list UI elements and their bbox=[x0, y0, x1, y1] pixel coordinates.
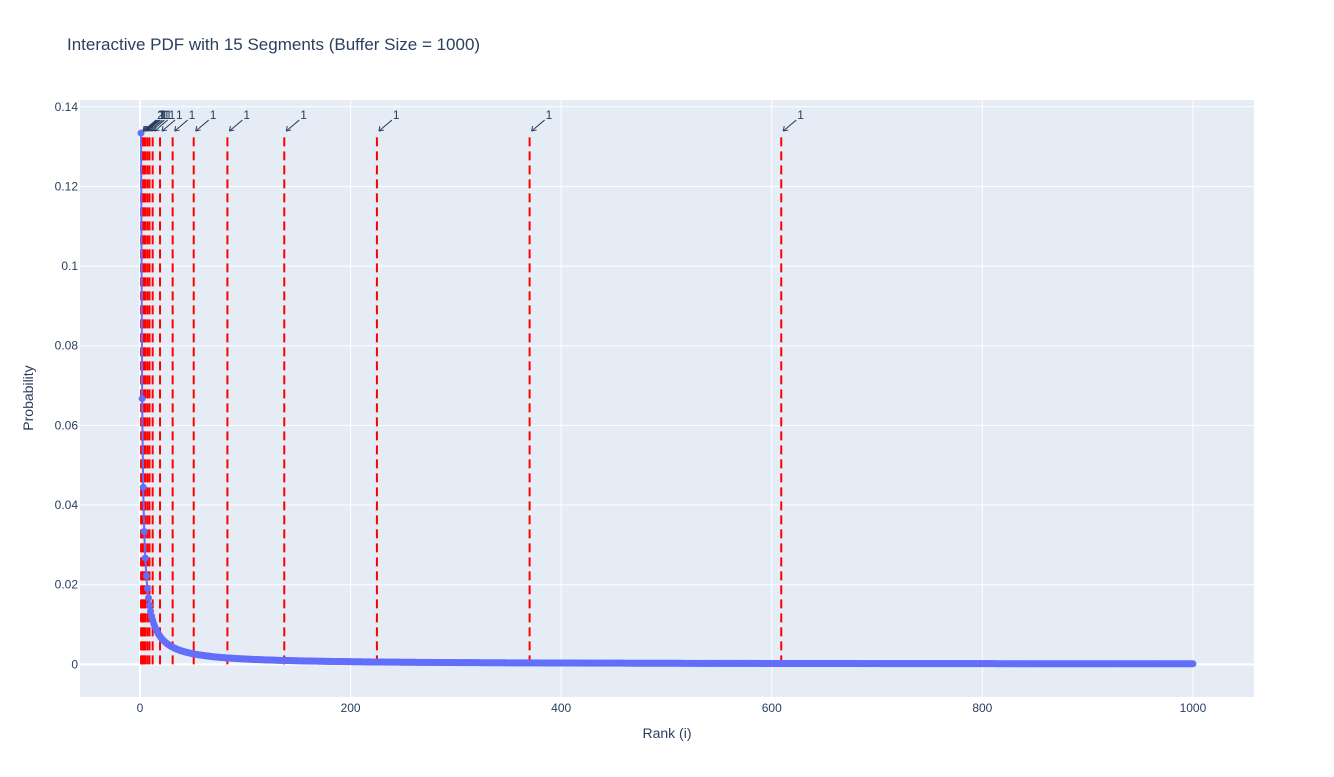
annotation-label: 1 bbox=[210, 108, 217, 122]
y-tick-label: 0.02 bbox=[55, 578, 79, 592]
y-tick-label: 0.14 bbox=[55, 100, 79, 114]
annotation-arrow bbox=[531, 119, 545, 132]
annotation-arrow bbox=[229, 119, 243, 132]
annotation-arrowhead bbox=[531, 125, 537, 132]
x-axis-ticks: 0 200 400 600 800 1000 bbox=[137, 701, 1207, 715]
data-point[interactable] bbox=[138, 395, 146, 403]
annotation-label: 1 bbox=[160, 108, 167, 122]
x-tick-label: 200 bbox=[341, 701, 361, 715]
data-point[interactable] bbox=[1189, 660, 1197, 668]
plot-area[interactable] bbox=[80, 100, 1254, 697]
annotation-label: 1 bbox=[300, 108, 307, 122]
x-tick-label: 600 bbox=[762, 701, 782, 715]
data-point[interactable] bbox=[145, 601, 153, 609]
data-point[interactable] bbox=[143, 584, 151, 592]
annotation-label: 1 bbox=[158, 108, 165, 122]
data-point[interactable] bbox=[144, 594, 152, 602]
x-tick-label: 400 bbox=[551, 701, 571, 715]
annotation-label: 1 bbox=[243, 108, 250, 122]
y-tick-label: 0.08 bbox=[55, 339, 79, 353]
annotation-arrow bbox=[285, 119, 300, 132]
annotation-arrow bbox=[161, 119, 176, 132]
y-tick-label: 0.1 bbox=[61, 259, 78, 273]
annotation-arrow bbox=[782, 119, 797, 132]
annotation-arrow bbox=[195, 119, 210, 132]
annotation-arrow bbox=[174, 119, 188, 132]
data-point[interactable] bbox=[142, 572, 150, 580]
y-axis-ticks: 0 0.02 0.04 0.06 0.08 0.1 0.12 0.14 bbox=[55, 100, 79, 672]
annotation-label: 1 bbox=[176, 108, 183, 122]
annotation-label: 1 bbox=[163, 108, 170, 122]
data-point[interactable] bbox=[140, 528, 148, 536]
annotation-arrowhead bbox=[285, 125, 292, 132]
annotation-arrow bbox=[154, 119, 168, 132]
annotation-label: 1 bbox=[159, 108, 166, 122]
annotation-arrow bbox=[145, 119, 160, 132]
grid-layer bbox=[80, 100, 1254, 697]
annotation-arrow bbox=[378, 119, 393, 132]
chart-title: Interactive PDF with 15 Segments (Buffer… bbox=[67, 35, 480, 54]
data-point[interactable] bbox=[139, 483, 147, 491]
annotation-arrowhead bbox=[782, 125, 789, 132]
y-tick-label: 0.12 bbox=[55, 179, 79, 193]
annotation-arrowhead bbox=[228, 125, 235, 132]
x-tick-label: 1000 bbox=[1180, 701, 1207, 715]
x-tick-label: 800 bbox=[972, 701, 992, 715]
x-tick-label: 0 bbox=[137, 701, 144, 715]
annotation-arrowhead bbox=[195, 125, 201, 132]
annotation-label: 1 bbox=[161, 108, 168, 122]
x-axis-title: Rank (i) bbox=[642, 725, 691, 741]
annotation-arrowhead bbox=[378, 125, 385, 132]
annotation-arrow bbox=[151, 119, 165, 132]
y-tick-label: 0 bbox=[71, 657, 78, 671]
series-layer bbox=[137, 129, 1197, 668]
y-axis-title: Probability bbox=[20, 365, 36, 430]
annotation-arrowhead bbox=[154, 125, 160, 132]
annotation-arrowhead bbox=[174, 125, 180, 132]
annotation-arrowhead bbox=[161, 125, 168, 132]
annotation-label: 1 bbox=[169, 108, 176, 122]
y-tick-label: 0.04 bbox=[55, 498, 79, 512]
data-point[interactable] bbox=[137, 129, 145, 137]
annotation-label: 2 bbox=[157, 108, 164, 122]
annotation-label: 1 bbox=[797, 108, 804, 122]
annotation-label: 1 bbox=[165, 108, 172, 122]
y-tick-label: 0.06 bbox=[55, 418, 79, 432]
annotation-label: 1 bbox=[546, 108, 553, 122]
annotation-label: 1 bbox=[189, 108, 196, 122]
annotation-label: 1 bbox=[393, 108, 400, 122]
data-point[interactable] bbox=[141, 554, 149, 562]
